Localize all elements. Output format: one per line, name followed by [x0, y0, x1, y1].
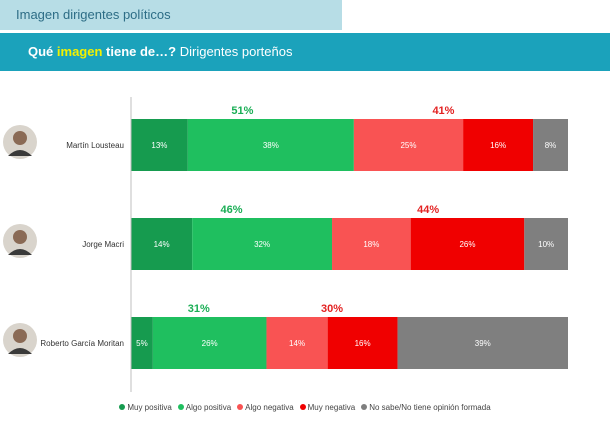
legend-entry: Algo positiva: [177, 403, 232, 412]
subtitle-mid: tiene de…?: [102, 44, 177, 59]
legend-swatch: [237, 404, 244, 410]
bar-segment: [131, 218, 193, 270]
data-label: 14%: [289, 339, 305, 348]
subtitle-pre: Qué: [28, 44, 57, 59]
data-label: 13%: [151, 141, 167, 150]
negative-total-label: 30%: [321, 303, 343, 315]
legend-swatch: [299, 404, 306, 410]
data-label: 26%: [459, 240, 475, 249]
legend-label: Muy negativa: [307, 403, 356, 412]
legend-swatch: [361, 404, 368, 410]
subtitle-highlight: imagen: [56, 44, 103, 59]
category-label: Roberto García Moritan: [40, 339, 124, 348]
legend-entry: Muy negativa: [299, 403, 356, 412]
avatar-body-icon: [8, 249, 32, 255]
data-label: 26%: [202, 339, 218, 348]
avatar-body-icon: [8, 150, 32, 156]
data-label: 39%: [475, 339, 491, 348]
avatar-body-icon: [8, 348, 32, 354]
legend-entry: Muy positiva: [119, 403, 172, 412]
category-label: Jorge Macri: [82, 240, 124, 249]
positive-total-label: 46%: [220, 204, 242, 216]
legend-swatch: [119, 404, 126, 410]
legend-swatch: [177, 404, 184, 410]
avatar-head-icon: [13, 329, 27, 343]
positive-total-label: 31%: [188, 303, 210, 315]
bar-segment: [463, 119, 534, 171]
chart-legend: Muy positiva Algo positiva Algo negativa Mu…: [0, 403, 610, 412]
bar-segment: [187, 119, 354, 171]
legend-label: No sabe/No tiene opinión formada: [369, 403, 491, 412]
section-title: Imagen dirigentes políticos: [16, 7, 171, 22]
avatar-head-icon: [13, 230, 27, 244]
data-label: 5%: [136, 339, 148, 348]
bar-segment: [152, 317, 267, 369]
bar-segment: [131, 119, 188, 171]
bar-segment: [327, 317, 398, 369]
bar-segment: [131, 317, 153, 369]
subtitle-bar: Qué imagen tiene de…? Dirigentes porteño…: [0, 33, 610, 71]
data-label: 38%: [263, 141, 279, 150]
avatar-head-icon: [13, 131, 27, 145]
bar-segment: [353, 119, 464, 171]
legend-entry: No sabe/No tiene opinión formada: [361, 403, 491, 412]
bar-segment: [397, 317, 568, 369]
data-label: 32%: [254, 240, 270, 249]
legend-label: Muy positiva: [127, 403, 172, 412]
category-label: Martín Lousteau: [66, 141, 124, 150]
positive-total-label: 51%: [231, 105, 253, 117]
legend-label: Algo positiva: [185, 403, 232, 412]
data-label: 16%: [355, 339, 371, 348]
bar-segment: [524, 218, 568, 270]
data-label: 8%: [545, 141, 557, 150]
bar-segment: [533, 119, 568, 171]
legend-label: Algo negativa: [245, 403, 294, 412]
data-label: 16%: [490, 141, 506, 150]
bar-segment: [332, 218, 411, 270]
bar-segment: [266, 317, 328, 369]
data-label: 18%: [363, 240, 379, 249]
subtitle-rest: Dirigentes porteños: [176, 44, 293, 59]
legend-entry: Algo negativa: [237, 403, 294, 412]
negative-total-label: 41%: [432, 105, 454, 117]
data-label: 14%: [154, 240, 170, 249]
data-label: 10%: [538, 240, 554, 249]
negative-total-label: 44%: [417, 204, 439, 216]
bar-segment: [410, 218, 525, 270]
section-tab: Imagen dirigentes políticos: [0, 0, 342, 30]
bar-segment: [192, 218, 333, 270]
data-label: 25%: [400, 141, 416, 150]
